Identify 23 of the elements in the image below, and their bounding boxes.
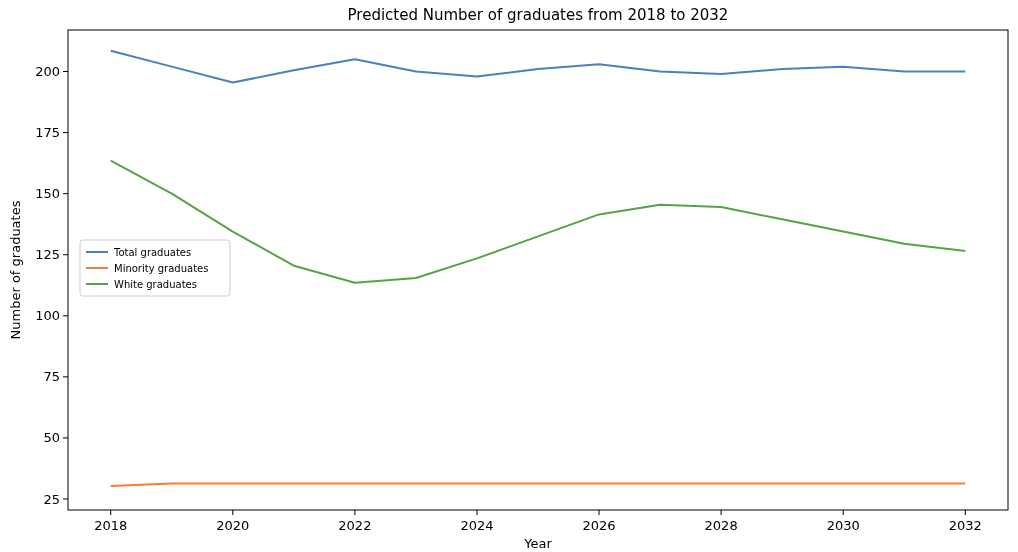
x-tick-label: 2022 xyxy=(338,518,372,533)
y-tick-label: 150 xyxy=(35,186,60,202)
y-tick-label: 75 xyxy=(43,369,60,385)
x-tick-label: 2032 xyxy=(948,518,982,533)
y-tick-label: 100 xyxy=(35,308,60,324)
x-tick-label: 2018 xyxy=(94,518,128,533)
y-tick-label: 200 xyxy=(35,64,60,80)
y-tick-label: 175 xyxy=(35,125,60,141)
line-series xyxy=(109,49,967,84)
y-axis-title: Number of graduates xyxy=(8,200,23,340)
x-tick-label: 2024 xyxy=(460,518,494,533)
x-tick-label: 2020 xyxy=(216,518,250,533)
x-tick-label: 2030 xyxy=(826,518,860,533)
legend-label: Minority graduates xyxy=(114,263,209,274)
y-tick-label: 125 xyxy=(35,247,60,263)
legend-label: White graduates xyxy=(114,279,197,290)
x-axis-title: Year xyxy=(523,536,553,551)
x-tick-label: 2026 xyxy=(582,518,616,533)
chart-title: Predicted Number of graduates from 2018 to 2032 xyxy=(347,6,729,24)
x-tick-label: 2028 xyxy=(704,518,738,533)
y-tick-label: 25 xyxy=(43,491,60,507)
y-tick-label: 50 xyxy=(43,430,60,446)
legend-label: Total graduates xyxy=(113,247,192,258)
